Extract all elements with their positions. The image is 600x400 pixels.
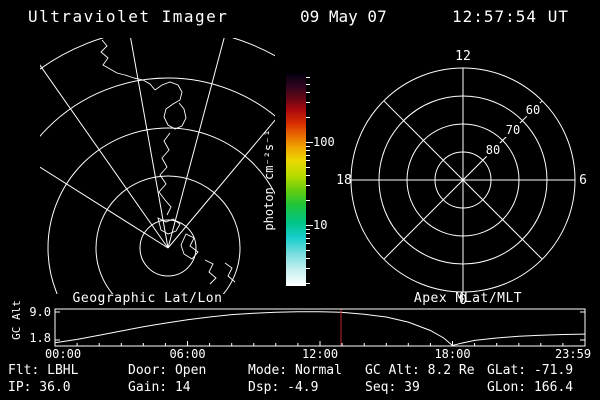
lat-lon-grid: [40, 38, 275, 294]
colorbar-unit-label: photon cm⁻²s⁻¹: [262, 129, 276, 231]
gc-alt-chart: GC Alt 9.0 1.8 00:00 06:00 12:00 18:00 2…: [10, 300, 591, 361]
coastlines: [100, 39, 236, 285]
x-tick-label: 12:00: [302, 347, 338, 361]
geographic-caption: Geographic Lat/Lon: [72, 291, 223, 306]
chart-frame: [54, 308, 586, 347]
header-date: 09 May 07: [300, 7, 387, 26]
apex-caption: Apex MLat/MLT: [413, 291, 523, 306]
mlt-label-12: 12: [455, 49, 471, 64]
x-axis-ticks: [76, 341, 564, 346]
status-glon: GLon: 166.4: [487, 380, 574, 395]
status-glat: GLat: -71.9: [487, 363, 574, 378]
gc-alt-curve: [54, 311, 585, 347]
mlt-label-0: 0: [459, 293, 467, 308]
x-tick-label: 18:00: [434, 347, 470, 361]
mlat-label-70: 70: [506, 123, 520, 137]
mlat-label-80: 80: [486, 143, 500, 157]
mlat-ring-labels: 60 70 80: [483, 100, 543, 160]
mlt-hour-labels: 12 18 6 0: [336, 49, 587, 308]
y-tick-label-min: 1.8: [29, 331, 51, 345]
chart-ylabel: GC Alt: [10, 300, 23, 340]
status-gc-alt: GC Alt: 8.2 Re: [365, 363, 475, 378]
colorbar-tick-label-10: 10: [313, 218, 328, 232]
status-mode: Mode: Normal: [248, 363, 342, 378]
colorbar-gradient: [286, 74, 306, 286]
app-title: Ultraviolet Imager: [28, 7, 229, 26]
colorbar: photon cm⁻²s⁻¹ 100 10: [262, 70, 342, 294]
status-door: Door: Open: [128, 363, 207, 378]
status-flt: Flt: LBHL: [8, 363, 79, 378]
mlat-mlt-grid: [350, 67, 576, 293]
mlat-label-60: 60: [526, 103, 540, 117]
x-tick-label: 23:59: [555, 347, 591, 361]
colorbar-tick-label-100: 100: [313, 135, 335, 149]
status-ip: IP: 36.0: [8, 380, 71, 395]
status-gain: Gain: 14: [128, 380, 191, 395]
y-tick-label-max: 9.0: [29, 305, 51, 319]
geographic-map-panel: [40, 38, 275, 294]
x-tick-label: 00:00: [45, 347, 81, 361]
status-dsp: Dsp: -4.9: [248, 380, 319, 395]
x-tick-labels: 00:00 06:00 12:00 18:00 23:59: [45, 347, 591, 361]
x-tick-label: 06:00: [169, 347, 205, 361]
status-seq: Seq: 39: [365, 380, 420, 395]
y-axis-ticks: [55, 311, 585, 341]
header-time: 12:57:54 UT: [452, 7, 569, 26]
mlt-label-6: 6: [579, 173, 587, 188]
mlt-label-18: 18: [336, 173, 352, 188]
apex-polar-panel: 12 18 6 0 60 70 80: [336, 49, 587, 308]
